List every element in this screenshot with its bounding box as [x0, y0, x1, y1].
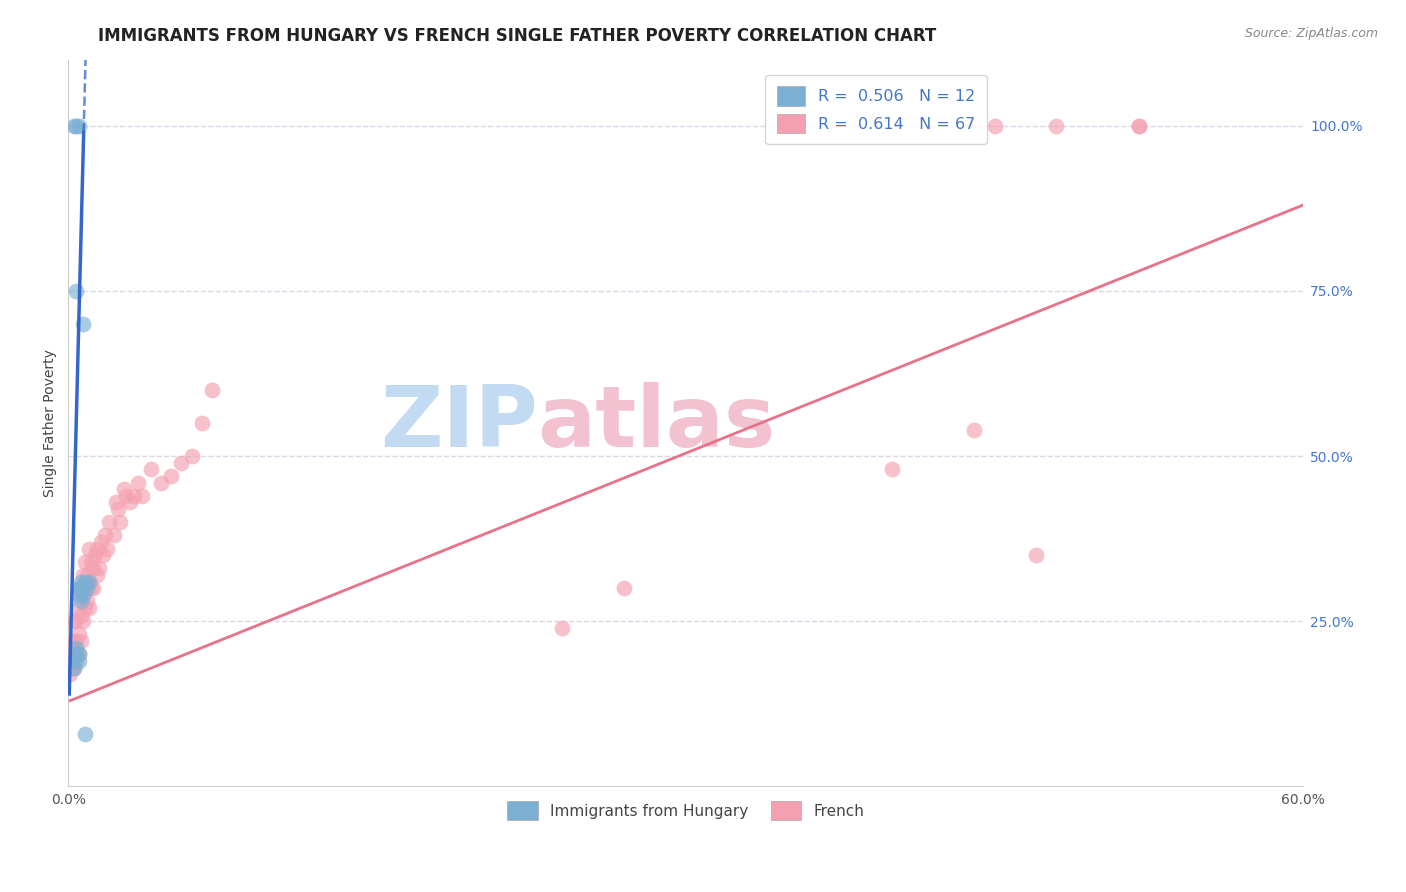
Point [69, 581, 91, 595]
Point [73, 726, 96, 740]
Point [67, 581, 90, 595]
Point [67, 601, 90, 615]
Legend: Immigrants from Hungary, French: Immigrants from Hungary, French [501, 796, 870, 826]
Point [73, 581, 96, 595]
Point [73, 601, 96, 615]
Point [115, 489, 138, 503]
Point [63, 634, 86, 648]
Point [72, 614, 94, 628]
Point [77, 574, 100, 589]
Point [1128, 119, 1150, 133]
Point [63, 654, 86, 668]
Point [880, 462, 903, 476]
Point [72, 588, 94, 602]
Point [107, 502, 129, 516]
Point [139, 462, 162, 476]
Point [59, 667, 82, 681]
Point [160, 469, 183, 483]
Point [77, 574, 100, 589]
Point [65, 614, 87, 628]
Point [63, 660, 86, 674]
Point [91, 548, 114, 562]
Y-axis label: Single Father Poverty: Single Father Poverty [44, 349, 58, 497]
Point [103, 528, 125, 542]
Point [67, 581, 90, 595]
Point [67, 588, 90, 602]
Text: atlas: atlas [537, 382, 776, 465]
Point [118, 495, 141, 509]
Point [69, 588, 91, 602]
Point [60, 660, 83, 674]
Text: ZIP: ZIP [380, 382, 537, 465]
Point [65, 284, 87, 298]
Point [65, 640, 87, 655]
Point [963, 423, 986, 437]
Point [77, 601, 100, 615]
Point [98, 515, 121, 529]
Point [1045, 119, 1067, 133]
Point [82, 561, 104, 575]
Point [80, 581, 103, 595]
Point [80, 555, 103, 569]
Point [72, 317, 94, 331]
Point [104, 495, 127, 509]
Point [170, 456, 193, 470]
Point [90, 535, 112, 549]
Point [60, 648, 83, 662]
Text: Source: ZipAtlas.com: Source: ZipAtlas.com [1244, 27, 1378, 40]
Point [67, 654, 90, 668]
Point [112, 482, 135, 496]
Point [73, 574, 96, 589]
Point [96, 541, 118, 556]
Point [63, 660, 86, 674]
Point [82, 581, 104, 595]
Point [180, 449, 202, 463]
Point [63, 648, 86, 662]
Point [108, 515, 131, 529]
Point [191, 416, 214, 430]
Point [86, 541, 108, 556]
Point [69, 634, 91, 648]
Point [67, 119, 90, 133]
Point [69, 581, 91, 595]
Point [201, 383, 224, 397]
Point [1128, 119, 1150, 133]
Point [551, 621, 574, 635]
Point [69, 594, 91, 608]
Point [131, 489, 153, 503]
Point [76, 581, 98, 595]
Point [65, 634, 87, 648]
Point [67, 648, 90, 662]
Point [76, 594, 98, 608]
Point [72, 588, 94, 602]
Point [73, 555, 96, 569]
Point [87, 561, 110, 575]
Point [63, 119, 86, 133]
Point [122, 489, 145, 503]
Point [76, 568, 98, 582]
Point [86, 568, 108, 582]
Point [63, 614, 86, 628]
Point [67, 627, 90, 641]
Point [65, 119, 87, 133]
Point [983, 119, 1005, 133]
Point [1025, 548, 1047, 562]
Point [65, 654, 87, 668]
Point [67, 648, 90, 662]
Point [149, 475, 172, 490]
Point [613, 581, 636, 595]
Point [77, 541, 100, 556]
Point [69, 574, 91, 589]
Point [94, 528, 117, 542]
Point [72, 568, 94, 582]
Point [84, 548, 107, 562]
Point [127, 475, 149, 490]
Text: IMMIGRANTS FROM HUNGARY VS FRENCH SINGLE FATHER POVERTY CORRELATION CHART: IMMIGRANTS FROM HUNGARY VS FRENCH SINGLE… [98, 27, 936, 45]
Point [69, 607, 91, 622]
Point [65, 648, 87, 662]
